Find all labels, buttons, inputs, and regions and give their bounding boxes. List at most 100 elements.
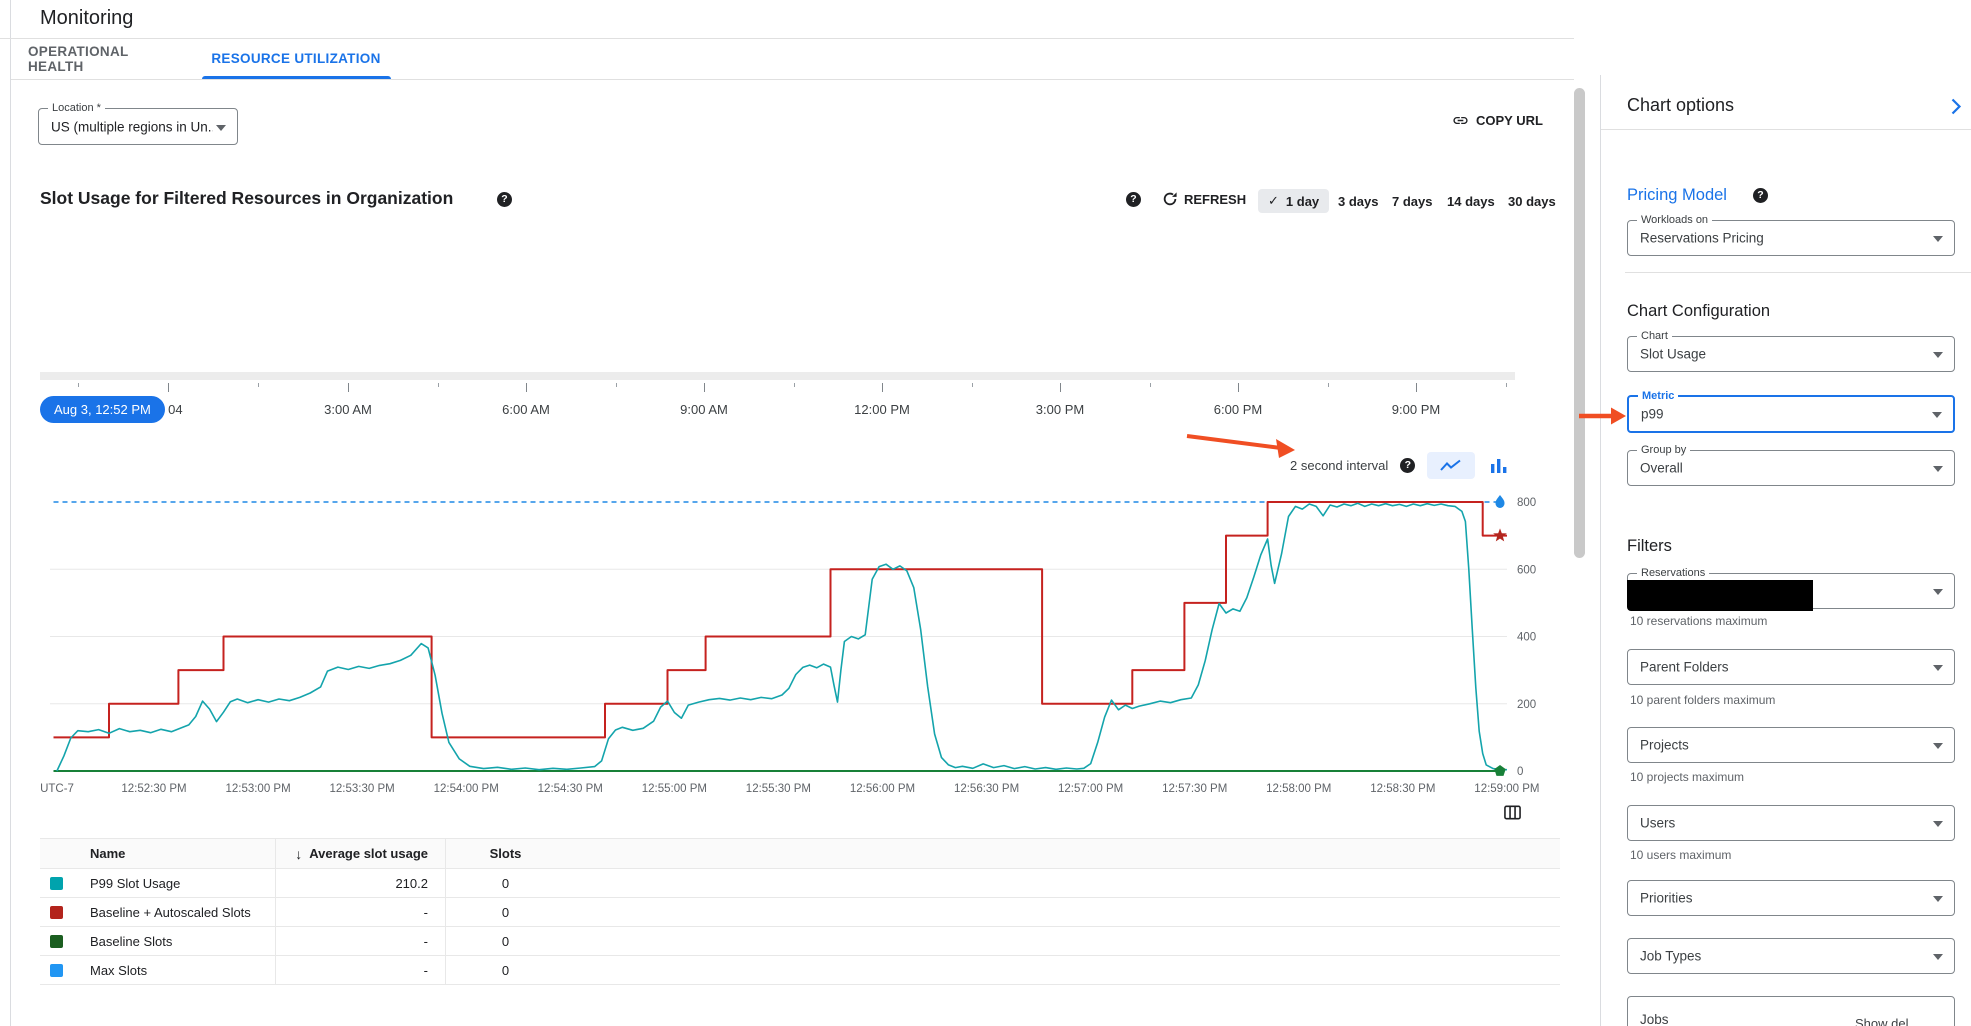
x-axis-label: 12:53:30 PM <box>329 783 395 795</box>
help-icon[interactable]: ? <box>1126 192 1141 207</box>
job-types-select[interactable]: Job Types <box>1627 938 1955 974</box>
panel-title: Chart options <box>1627 95 1735 115</box>
vertical-scrollbar[interactable] <box>1574 88 1585 558</box>
refresh-button[interactable]: REFRESH <box>1162 191 1246 207</box>
col-name[interactable]: Name <box>90 846 126 861</box>
range-14-days[interactable]: 14 days <box>1447 193 1495 209</box>
timeline-minor-tick <box>258 383 259 387</box>
x-axis-label: 12:52:30 PM <box>121 783 187 795</box>
help-icon[interactable]: ? <box>497 192 512 207</box>
help-icon[interactable]: ? <box>1400 458 1416 473</box>
group-by-select[interactable]: Group by Overall <box>1627 444 1955 486</box>
range-30-days[interactable]: 30 days <box>1508 193 1556 209</box>
column-picker-icon[interactable] <box>1504 805 1521 825</box>
tab-operational-health[interactable]: OPERATIONAL HEALTH <box>28 43 129 74</box>
parent-folders-select[interactable]: Parent Folders <box>1627 649 1955 685</box>
metric-select[interactable]: Metric p99 <box>1627 390 1955 433</box>
reservations-select[interactable]: Reservations <box>1627 567 1955 611</box>
metric-select-value: p99 <box>1641 406 1664 422</box>
group-by-label: Group by <box>1637 444 1691 456</box>
refresh-icon <box>1163 192 1177 206</box>
x-axis-label: 12:59:00 PM <box>1474 783 1540 795</box>
range-7-days[interactable]: 7 days <box>1392 193 1433 209</box>
chart-select-label: Chart <box>1637 330 1672 342</box>
table-row[interactable]: Baseline + Autoscaled Slots - 0 <box>40 898 1560 927</box>
x-axis-label: 12:56:30 PM <box>953 783 1020 795</box>
timeline-minor-tick <box>1506 383 1507 387</box>
line-chart-toggle[interactable] <box>1427 452 1476 479</box>
brush-track[interactable] <box>40 372 1515 380</box>
group-by-value: Overall <box>1640 460 1683 476</box>
series-swatch <box>50 963 63 977</box>
users-value: Users <box>1640 815 1676 831</box>
users-select[interactable]: Users <box>1627 805 1955 841</box>
x-axis-label: 12:58:30 PM <box>1370 783 1436 795</box>
timeline-minor-tick <box>1328 383 1329 387</box>
series-swatch <box>50 905 63 919</box>
x-axis-label: 12:55:00 PM <box>641 783 707 795</box>
metric-select-label: Metric <box>1638 390 1679 402</box>
priorities-select[interactable]: Priorities <box>1627 880 1955 916</box>
panel-divider <box>1600 75 1601 1026</box>
line-chart-icon <box>1440 459 1461 471</box>
sort-desc-icon: ↓ <box>295 845 303 862</box>
x-axis-labels: UTC-7 12:52:30 PM 12:53:00 PM 12:53:30 PM 12… <box>40 783 1545 799</box>
timeline-label: 9:00 AM <box>680 402 728 417</box>
timeline-minor-tick <box>616 383 617 387</box>
chart-select[interactable]: Chart Slot Usage <box>1627 330 1955 372</box>
help-icon[interactable]: ? <box>1753 188 1768 203</box>
copy-url-button[interactable]: COPY URL <box>1452 112 1543 129</box>
active-tab-underline <box>202 76 391 79</box>
timeline-major-tick <box>348 383 349 392</box>
timeline-minor-tick <box>972 383 973 387</box>
projects-helper: 10 projects maximum <box>1630 770 1745 784</box>
slot-usage-chart[interactable]: 0 200 400 600 800 <box>40 488 1545 780</box>
users-helper: 10 users maximum <box>1630 848 1732 862</box>
link-icon <box>1453 116 1468 125</box>
chevron-down-icon <box>1933 954 1943 960</box>
x-axis-label: 12:57:00 PM <box>1058 783 1124 795</box>
header-divider <box>0 38 1574 39</box>
timeline-major-tick <box>526 383 527 392</box>
jobs-select[interactable]: Jobs <box>1627 996 1955 1026</box>
x-axis-label: 12:57:30 PM <box>1162 783 1228 795</box>
table-row[interactable]: Max Slots - 0 <box>40 956 1560 985</box>
location-select[interactable]: Location * US (multiple regions in Un... <box>38 102 238 145</box>
x-axis-label: UTC-7 <box>40 783 74 795</box>
svg-text:0: 0 <box>1517 766 1523 778</box>
timeline-label: 12:00 PM <box>854 402 910 417</box>
parent-folders-helper: 10 parent folders maximum <box>1630 693 1776 707</box>
svg-text:800: 800 <box>1517 497 1536 509</box>
svg-text:600: 600 <box>1517 564 1536 576</box>
workloads-on-select[interactable]: Workloads on Reservations Pricing <box>1627 214 1955 256</box>
timeline-major-tick <box>1416 383 1417 392</box>
range-3-days[interactable]: 3 days <box>1338 193 1379 209</box>
parent-folders-value: Parent Folders <box>1640 659 1729 675</box>
chevron-down-icon <box>1933 352 1943 358</box>
reservations-label: Reservations <box>1637 567 1710 579</box>
range-1-day[interactable]: ✓ 1 day <box>1258 189 1330 213</box>
table-row[interactable]: P99 Slot Usage 210.2 0 <box>40 869 1560 898</box>
x-axis-label: 12:58:00 PM <box>1266 783 1332 795</box>
bar-chart-icon <box>1491 458 1507 473</box>
col-average-slot-usage[interactable]: ↓ Average slot usage <box>275 839 445 868</box>
chevron-down-icon <box>1933 236 1943 242</box>
timeline-major-tick <box>1060 383 1061 392</box>
series-swatch <box>50 876 63 890</box>
bar-chart-toggle[interactable] <box>1487 452 1511 479</box>
legend-header-row: Name ↓ Average slot usage Slots <box>40 839 1560 869</box>
projects-value: Projects <box>1640 737 1689 753</box>
timeline-ticks <box>40 383 1515 395</box>
priorities-value: Priorities <box>1640 890 1693 906</box>
col-slots[interactable]: Slots <box>445 839 565 868</box>
chart-configuration-heading: Chart Configuration <box>1627 302 1771 320</box>
close-panel-chevron-icon[interactable] <box>1951 98 1962 120</box>
projects-select[interactable]: Projects <box>1627 727 1955 763</box>
table-row[interactable]: Baseline Slots - 0 <box>40 927 1560 956</box>
range-label: 1 day <box>1285 193 1320 209</box>
chart-title: Slot Usage for Filtered Resources in Org… <box>40 188 454 208</box>
tab-resource-utilization[interactable]: RESOURCE UTILIZATION <box>211 51 381 66</box>
